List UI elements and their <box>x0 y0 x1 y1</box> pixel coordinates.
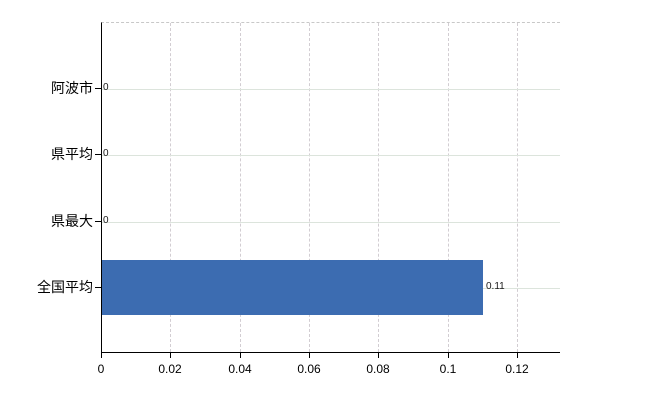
x-axis-tick <box>240 353 241 358</box>
vertical-gridline <box>309 23 310 352</box>
x-axis-tick <box>378 353 379 358</box>
horizontal-gridline <box>102 155 560 156</box>
y-axis-tick <box>95 287 101 288</box>
vertical-gridline <box>448 23 449 352</box>
x-tick-label: 0.06 <box>297 362 321 376</box>
vertical-gridline <box>378 23 379 352</box>
category-label: 県平均 <box>51 146 93 162</box>
x-axis-tick <box>101 353 102 358</box>
x-axis-tick <box>170 353 171 358</box>
plot-area <box>101 22 560 353</box>
horizontal-gridline <box>102 222 560 223</box>
x-tick-label: 0.12 <box>505 362 529 376</box>
value-label: 0 <box>103 148 109 159</box>
category-label: 県最大 <box>51 213 93 229</box>
x-axis-tick <box>448 353 449 358</box>
category-label: 全国平均 <box>37 279 93 295</box>
category-label: 阿波市 <box>51 80 93 96</box>
y-axis-tick <box>95 88 101 89</box>
x-axis-tick <box>309 353 310 358</box>
vertical-gridline <box>170 23 171 352</box>
value-label: 0 <box>103 215 109 226</box>
vertical-gridline <box>517 23 518 352</box>
bar-全国平均 <box>102 260 483 315</box>
value-label: 0 <box>103 82 109 93</box>
x-tick-label: 0.1 <box>439 362 457 376</box>
y-axis-tick <box>95 221 101 222</box>
x-tick-label: 0.08 <box>366 362 390 376</box>
vertical-gridline <box>240 23 241 352</box>
x-tick-label: 0.04 <box>228 362 252 376</box>
value-label: 0.11 <box>486 281 505 292</box>
x-tick-label: 0 <box>97 362 105 376</box>
x-tick-label: 0.02 <box>158 362 182 376</box>
horizontal-gridline <box>102 89 560 90</box>
x-axis-tick <box>517 353 518 358</box>
y-axis-tick <box>95 154 101 155</box>
